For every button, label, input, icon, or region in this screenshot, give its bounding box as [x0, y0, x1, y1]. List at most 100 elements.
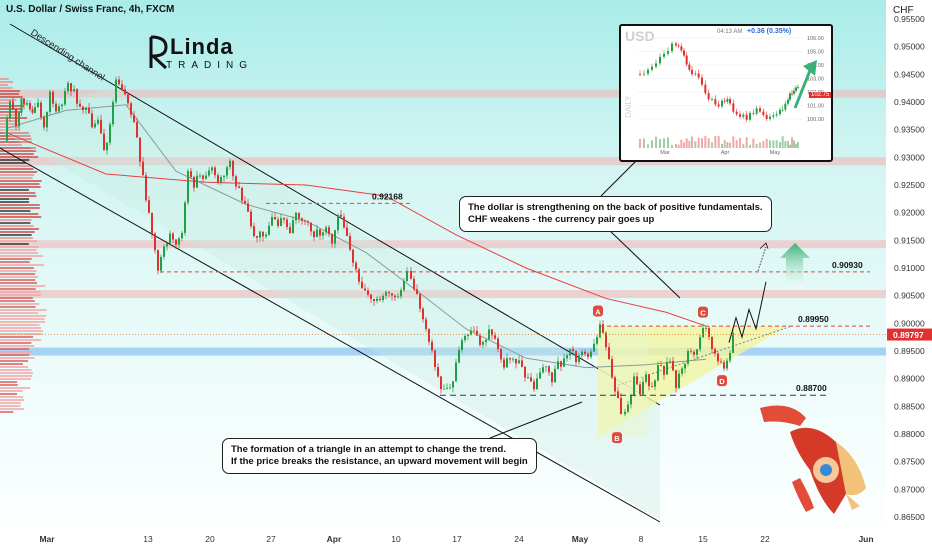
candle-up [726, 360, 728, 369]
inset-candle [685, 55, 688, 65]
point-label: C [700, 309, 706, 318]
candle-up [467, 334, 469, 336]
point-label: D [719, 377, 725, 386]
inset-candle [784, 103, 787, 110]
inset-candle [769, 116, 771, 119]
inset-candle [667, 51, 669, 54]
candle-up [627, 404, 629, 412]
inset-candle [704, 84, 707, 94]
y-tick-label: 0.95500 [894, 14, 925, 24]
inset-candle [739, 114, 741, 117]
candle-down [253, 226, 255, 236]
inset-arrow-icon [793, 67, 813, 109]
y-tick-label: 0.88000 [894, 429, 925, 439]
volume-bar [0, 387, 31, 389]
inset-candle [779, 109, 781, 115]
candle-up [400, 290, 402, 297]
candle-down [157, 250, 159, 271]
volume-bar [0, 210, 31, 212]
volume-bar [0, 324, 40, 326]
volume-bar [0, 312, 39, 314]
candle-up [220, 177, 222, 183]
inset-candle [791, 93, 793, 95]
inset-candle [659, 56, 661, 64]
inset-candle [683, 50, 685, 56]
inset-volume-bar [688, 140, 691, 148]
candle-down [352, 249, 354, 263]
logo-emblem-icon [149, 35, 168, 70]
inset-candle [729, 99, 731, 104]
volume-bar [0, 333, 43, 335]
candle-down [491, 329, 493, 336]
callout-fundamentals: The dollar is strengthening on the back … [459, 196, 772, 232]
ma-gray-line [5, 104, 707, 369]
y-tick-label: 0.86500 [894, 512, 925, 522]
y-tick-label: 0.92000 [894, 208, 925, 218]
candle-down [714, 349, 716, 354]
callout-pointers [489, 159, 681, 439]
candle-up [169, 233, 171, 244]
volume-bar [0, 78, 9, 80]
y-tick-label: 0.90000 [894, 318, 925, 328]
inset-volume-bar [655, 136, 657, 148]
candle-up [208, 170, 210, 176]
volume-bar [0, 411, 14, 413]
candle-down [31, 109, 34, 113]
candle-up [593, 343, 595, 352]
candle-down [672, 361, 674, 371]
inset-candle [745, 114, 748, 120]
pattern-points: A B C D [593, 305, 727, 444]
candle-down [720, 361, 722, 363]
volume-bar [0, 402, 21, 404]
volume-bar [0, 141, 32, 143]
candle-down [419, 294, 421, 309]
point-marker [612, 432, 622, 444]
candle-down [136, 121, 138, 138]
candle-down [572, 349, 574, 352]
volume-bar [0, 375, 33, 377]
candle-down [551, 372, 553, 383]
inset-chart: 106.00105.00104.00103.00102.00101.00100.… [637, 36, 824, 156]
candle-up [46, 111, 48, 128]
candle-down [379, 298, 381, 300]
inset-volume-bar [675, 143, 677, 148]
inset-volume-bar [789, 144, 791, 148]
inset-volume-bar [795, 143, 797, 148]
candle-down [391, 293, 393, 296]
inset-candle [707, 93, 710, 100]
volume-bar [0, 81, 13, 83]
candle-up [223, 175, 225, 178]
candle-down [172, 233, 174, 240]
volume-bar [0, 96, 23, 98]
inset-volume-bar [784, 141, 787, 148]
candle-down [91, 113, 93, 128]
candle-up [73, 89, 75, 92]
price-axis[interactable]: 0.95500 0.95000 0.94500 0.94000 0.93500 0.930… [886, 0, 932, 550]
candle-down [639, 384, 641, 395]
volume-bar [0, 123, 17, 125]
volume-bar [0, 84, 9, 86]
volume-bar [0, 195, 37, 197]
volume-bar [0, 282, 38, 284]
zone-band [0, 89, 886, 98]
candle-up [85, 107, 87, 111]
zone-band [0, 157, 886, 166]
candle-up [566, 355, 568, 359]
channel-lower-line [0, 147, 661, 523]
inset-candle [721, 100, 723, 107]
inset-volume-bar [714, 136, 717, 148]
volume-bar [0, 246, 39, 248]
inset-candle [762, 111, 765, 115]
candle-down [617, 391, 619, 398]
inset-volume-bar [697, 137, 700, 148]
y-tick-label: 0.93500 [894, 125, 925, 135]
candle-down [370, 294, 372, 300]
inset-symbol: USD [625, 28, 655, 44]
candle-down [503, 359, 505, 368]
inset-x-tick: Apr [721, 150, 730, 156]
inset-candle [723, 100, 726, 102]
volume-bar [0, 297, 33, 299]
inset-volume-bar [772, 140, 775, 148]
time-axis[interactable]: Mar 13 20 27 Apr 10 17 24 May 8 15 22 Jun [0, 528, 932, 550]
